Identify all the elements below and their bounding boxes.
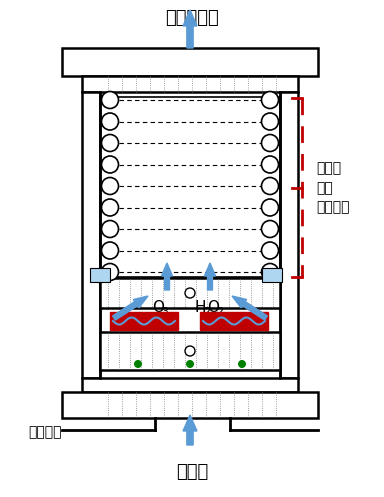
Circle shape bbox=[101, 156, 119, 173]
Bar bbox=[100, 278, 280, 308]
Circle shape bbox=[262, 156, 278, 173]
Bar bbox=[110, 312, 178, 330]
Text: O: O bbox=[207, 301, 219, 316]
Circle shape bbox=[185, 346, 195, 356]
Text: 電気配線: 電気配線 bbox=[28, 425, 61, 439]
Circle shape bbox=[186, 360, 194, 368]
Circle shape bbox=[262, 221, 278, 238]
Circle shape bbox=[101, 91, 119, 108]
Bar bbox=[100, 332, 280, 370]
Text: O: O bbox=[152, 301, 164, 316]
Circle shape bbox=[262, 135, 278, 152]
Bar bbox=[262, 268, 282, 282]
Bar bbox=[82, 92, 100, 378]
Text: 水道水: 水道水 bbox=[176, 463, 208, 481]
Text: 内蔵型
気液
ミキサー: 内蔵型 気液 ミキサー bbox=[316, 162, 349, 215]
Bar bbox=[62, 48, 318, 76]
Circle shape bbox=[101, 221, 119, 238]
Text: 2: 2 bbox=[217, 307, 223, 317]
Circle shape bbox=[262, 199, 278, 216]
Bar bbox=[62, 392, 318, 418]
Bar bbox=[90, 268, 110, 282]
Polygon shape bbox=[183, 415, 197, 445]
Circle shape bbox=[101, 263, 119, 280]
Text: 3: 3 bbox=[162, 307, 169, 317]
Polygon shape bbox=[205, 263, 215, 290]
Circle shape bbox=[262, 263, 278, 280]
Circle shape bbox=[101, 113, 119, 130]
Bar bbox=[82, 76, 298, 92]
Polygon shape bbox=[183, 10, 197, 48]
Polygon shape bbox=[232, 296, 267, 320]
Bar bbox=[100, 97, 280, 277]
Circle shape bbox=[262, 91, 278, 108]
Bar bbox=[82, 378, 298, 392]
Circle shape bbox=[134, 360, 142, 368]
Circle shape bbox=[238, 360, 246, 368]
Circle shape bbox=[101, 199, 119, 216]
Circle shape bbox=[185, 288, 195, 298]
Circle shape bbox=[101, 177, 119, 194]
Bar bbox=[280, 92, 298, 378]
Text: H: H bbox=[194, 301, 206, 316]
Polygon shape bbox=[162, 263, 172, 290]
Polygon shape bbox=[113, 296, 148, 320]
Circle shape bbox=[101, 135, 119, 152]
Circle shape bbox=[262, 177, 278, 194]
Circle shape bbox=[262, 242, 278, 259]
Bar bbox=[200, 312, 268, 330]
Text: 2: 2 bbox=[204, 307, 210, 317]
Text: 促進酸化水: 促進酸化水 bbox=[165, 9, 219, 27]
Circle shape bbox=[262, 113, 278, 130]
Circle shape bbox=[101, 242, 119, 259]
